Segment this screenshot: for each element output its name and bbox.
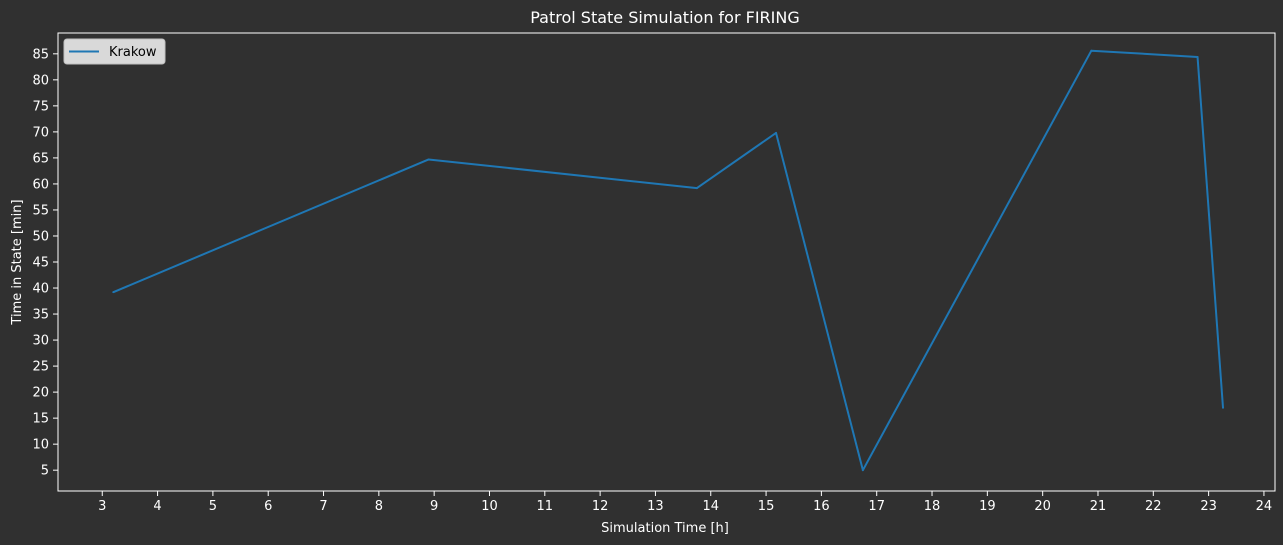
y-axis: 5 10 15 20 25 30 35 40 45 50 55 60 65 70 75 80 85 xyxy=(32,47,58,479)
y-tick-label: 50 xyxy=(32,229,49,244)
data-point xyxy=(112,291,115,294)
x-tick-label: 12 xyxy=(592,499,609,514)
y-tick-label: 70 xyxy=(32,125,49,140)
x-tick-label: 9 xyxy=(430,499,438,514)
legend-box xyxy=(63,38,166,65)
x-tick-label: 15 xyxy=(758,499,775,514)
x-tick-label: 23 xyxy=(1200,499,1217,514)
data-point xyxy=(695,187,698,190)
x-tick-label: 18 xyxy=(924,499,941,514)
x-tick-label: 17 xyxy=(868,499,885,514)
x-tick-label: 20 xyxy=(1034,499,1051,514)
y-axis-label: Time in State [min] xyxy=(10,199,25,325)
y-tick-label: 80 xyxy=(32,73,49,88)
legend-label-krakow: Krakow xyxy=(109,45,157,60)
x-tick-label: 11 xyxy=(537,499,554,514)
y-tick-label: 35 xyxy=(32,308,49,323)
y-tick-label: 55 xyxy=(32,203,49,218)
x-tick-label: 6 xyxy=(264,499,272,514)
x-axis-label: Simulation Time [h] xyxy=(601,521,729,536)
legend: Krakow xyxy=(63,38,166,65)
y-tick-label: 10 xyxy=(32,438,49,453)
y-tick-label: 60 xyxy=(32,177,49,192)
y-tick-label: 15 xyxy=(32,412,49,427)
series-layer xyxy=(112,49,1225,472)
x-tick-label: 5 xyxy=(209,499,217,514)
x-tick-label: 10 xyxy=(481,499,498,514)
x-tick-label: 24 xyxy=(1256,499,1273,514)
x-tick-label: 21 xyxy=(1090,499,1107,514)
y-tick-label: 85 xyxy=(32,47,49,62)
chart-title: Patrol State Simulation for FIRING xyxy=(530,8,800,27)
data-point xyxy=(1222,406,1225,409)
y-tick-label: 30 xyxy=(32,334,49,349)
data-point xyxy=(861,469,864,472)
series-line-krakow xyxy=(112,49,1224,472)
y-tick-label: 20 xyxy=(32,386,49,401)
x-tick-label: 14 xyxy=(702,499,719,514)
y-tick-label: 5 xyxy=(41,464,49,479)
x-tick-label: 16 xyxy=(813,499,830,514)
x-tick-label: 13 xyxy=(647,499,664,514)
x-tick-label: 19 xyxy=(979,499,996,514)
y-tick-label: 25 xyxy=(32,360,49,375)
x-tick-label: 4 xyxy=(153,499,161,514)
y-tick-label: 40 xyxy=(32,282,49,297)
y-tick-label: 65 xyxy=(32,151,49,166)
y-tick-label: 75 xyxy=(32,99,49,114)
plot-area xyxy=(57,32,1276,492)
x-axis: 3 4 5 6 7 8 9 10 11 12 13 14 15 16 17 18 19 20 21 22 23 24 xyxy=(98,491,1272,514)
data-point xyxy=(427,158,430,161)
data-point xyxy=(775,131,778,134)
x-tick-label: 7 xyxy=(319,499,327,514)
x-tick-label: 3 xyxy=(98,499,106,514)
data-point xyxy=(1196,55,1199,58)
x-tick-label: 8 xyxy=(375,499,383,514)
data-point xyxy=(1090,49,1093,52)
x-tick-label: 22 xyxy=(1145,499,1162,514)
y-tick-label: 45 xyxy=(32,256,49,271)
